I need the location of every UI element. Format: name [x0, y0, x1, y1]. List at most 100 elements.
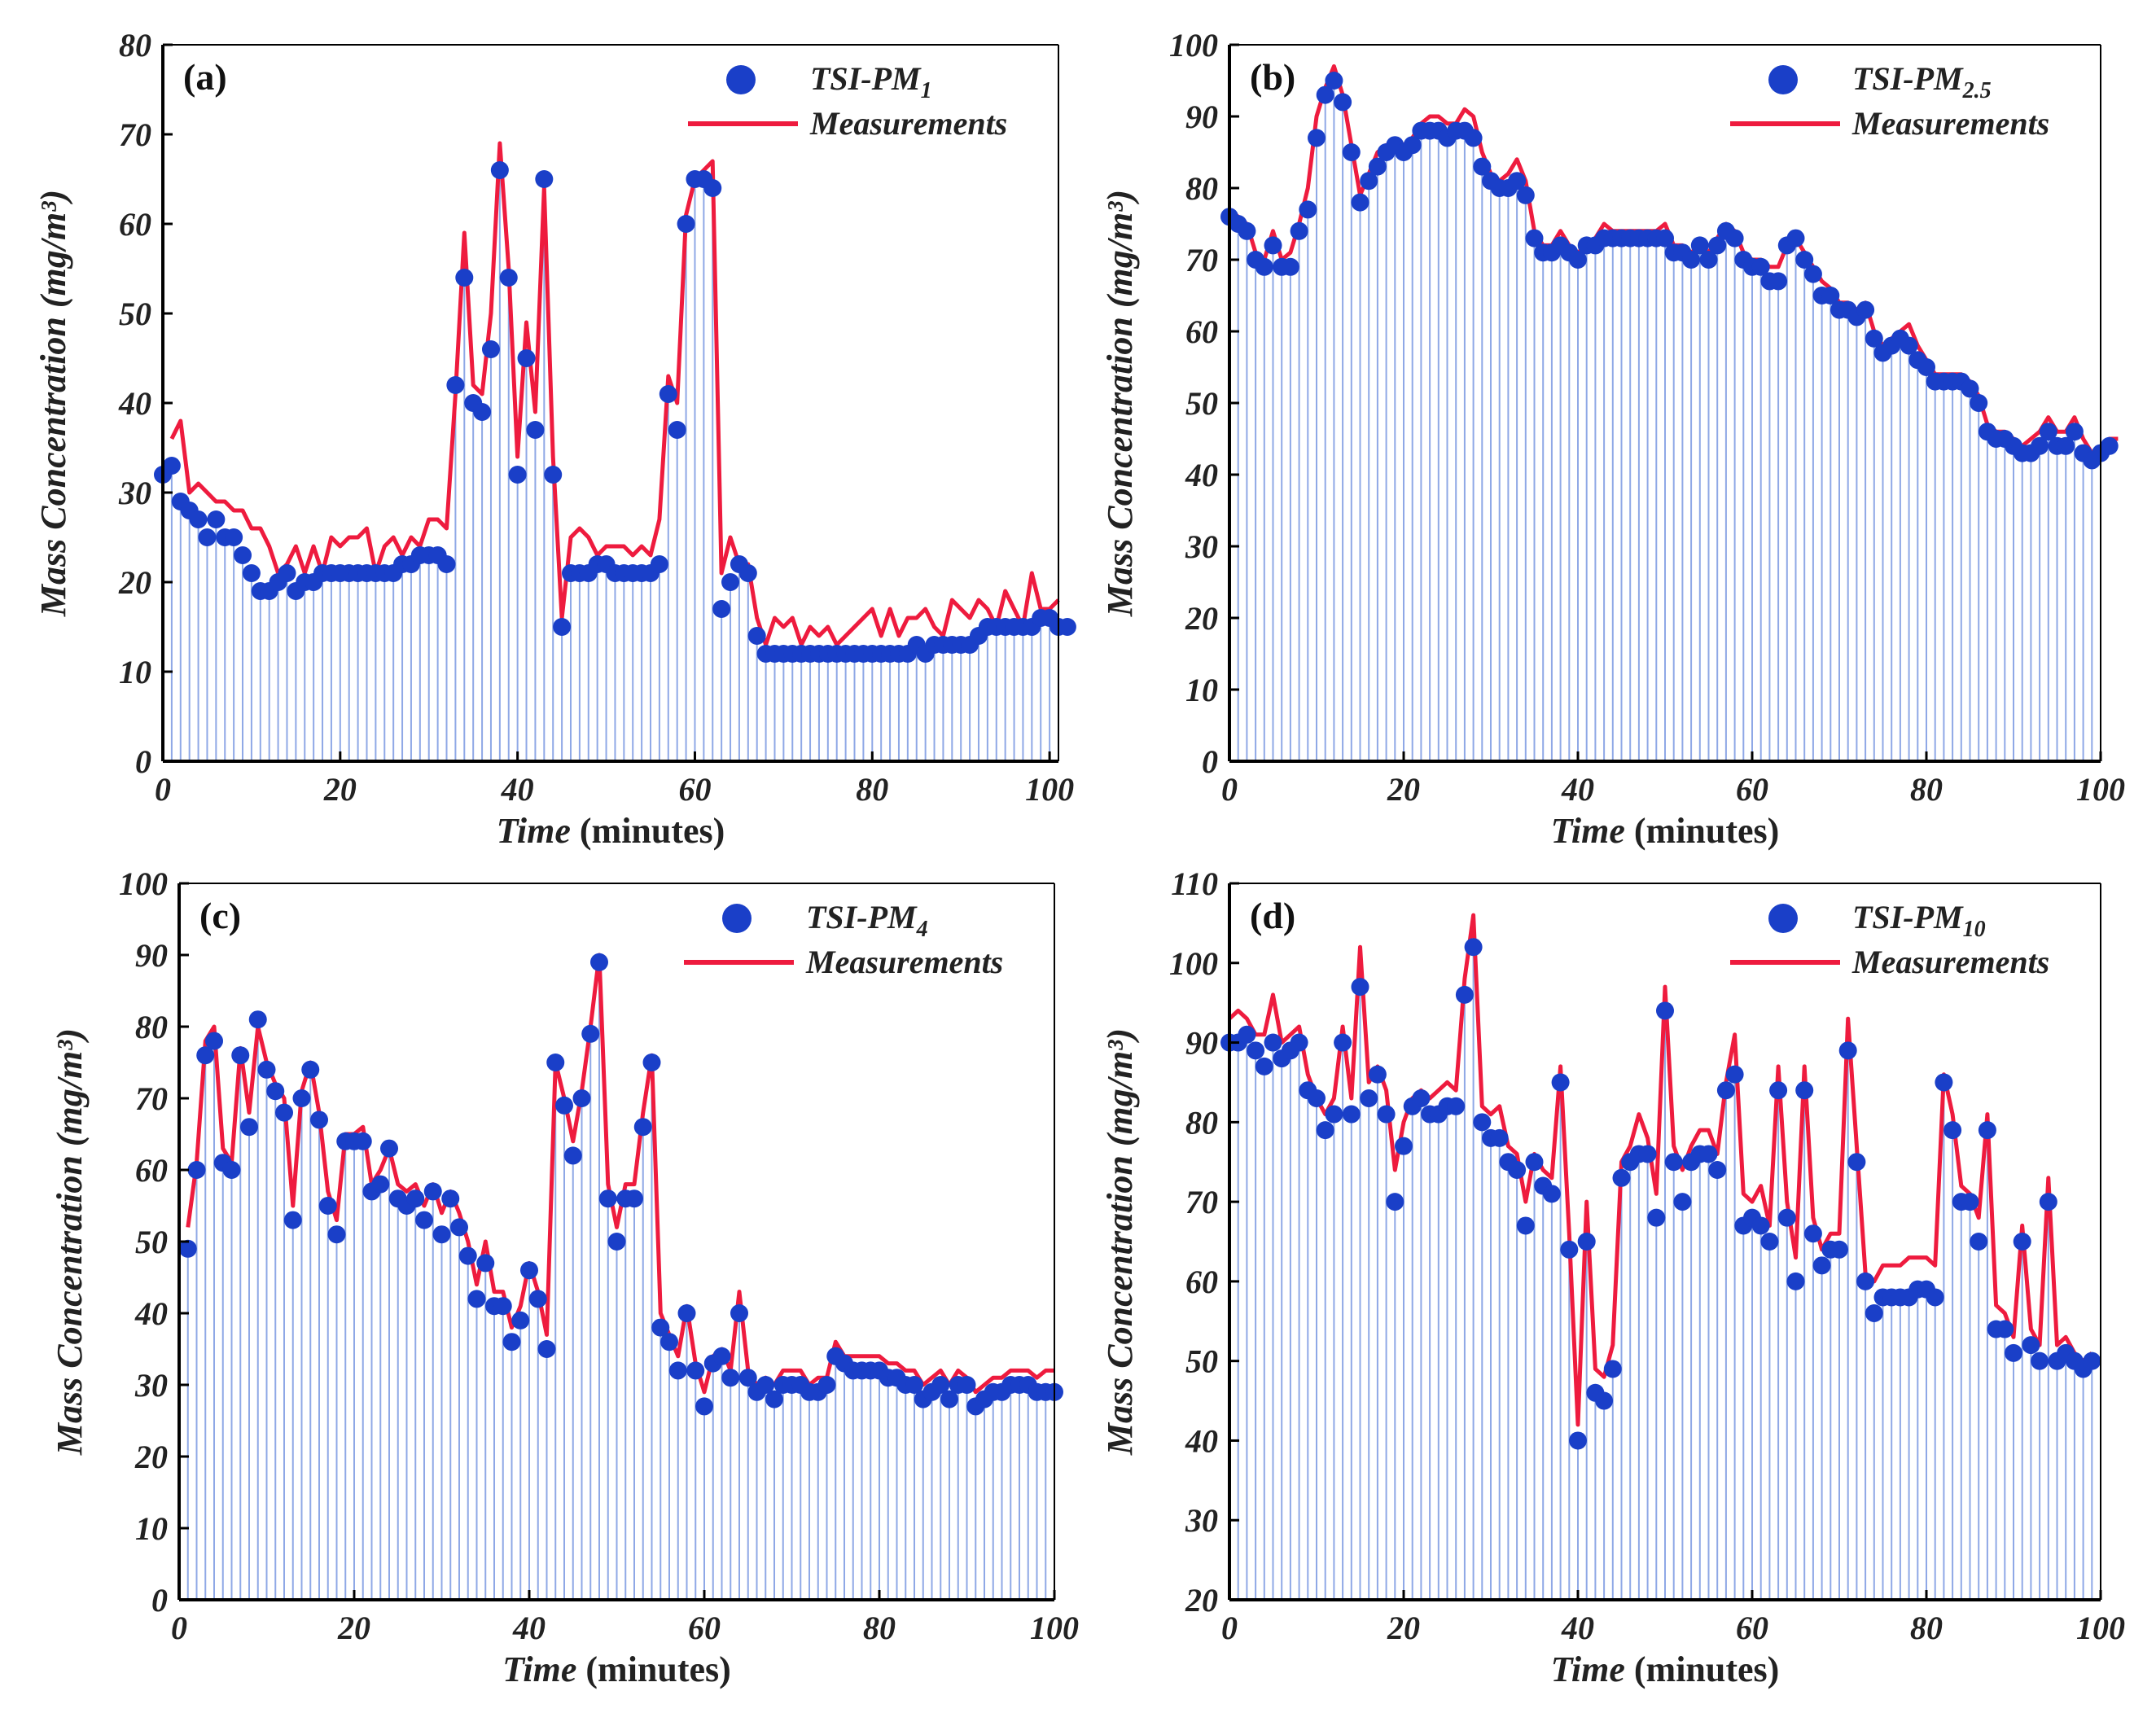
data-point [1577, 1233, 1596, 1251]
y-tick-label: 60 [1185, 1264, 1218, 1300]
data-point [1560, 1240, 1579, 1259]
marker-group [1220, 938, 2101, 1450]
panel-label: (a) [183, 56, 227, 98]
data-point [598, 1189, 617, 1208]
y-tick-label: 70 [119, 116, 151, 153]
data-point [1516, 1216, 1535, 1235]
data-point [1917, 358, 1935, 376]
data-point [423, 1182, 442, 1201]
y-tick-label: 60 [135, 1152, 168, 1189]
data-point [1351, 193, 1369, 212]
data-point [555, 1096, 573, 1115]
legend-entry-tsi: TSI-PM10 [1852, 899, 1986, 942]
x-tick-label: 80 [856, 771, 888, 808]
data-point [1377, 1105, 1396, 1124]
y-axis-label-main: Mass Concentration [50, 1146, 90, 1456]
data-point [1342, 1105, 1361, 1124]
legend-entry-measurements: Measurements [1851, 944, 2049, 980]
data-point [225, 528, 243, 546]
x-tick-label: 100 [2076, 771, 2125, 808]
y-tick-label: 90 [1185, 99, 1218, 135]
y-tick-label: 40 [1185, 1422, 1218, 1459]
x-axis-label-main: Time [1551, 811, 1634, 851]
legend-marker-icon [1768, 65, 1798, 94]
x-axis-label-unit: (minutes) [585, 1649, 730, 1689]
data-point [1708, 236, 1727, 255]
data-point [1830, 1240, 1848, 1259]
data-point [1656, 229, 1674, 248]
x-tick-label: 100 [1030, 1610, 1079, 1646]
data-point [1508, 1161, 1527, 1179]
y-tick-label: 20 [134, 1439, 168, 1475]
y-tick-label: 10 [135, 1510, 168, 1547]
data-point [668, 1361, 687, 1380]
data-point [625, 1189, 643, 1208]
y-tick-label: 10 [1185, 672, 1218, 708]
y-axis-label-unit: (mg/m³) [1100, 190, 1140, 308]
y-tick-label: 60 [1185, 313, 1218, 350]
data-point [511, 1311, 530, 1330]
data-point [178, 1239, 197, 1258]
data-point [380, 1139, 398, 1158]
data-point [721, 1369, 740, 1387]
data-point [1386, 1193, 1404, 1211]
data-point [1961, 379, 1979, 398]
legend-entry-tsi: TSI-PM1 [810, 60, 932, 103]
y-tick-label: 80 [1185, 170, 1218, 207]
x-axis-label-unit: (minutes) [580, 811, 725, 851]
data-point [1838, 1041, 1857, 1060]
x-tick-label: 20 [1387, 771, 1420, 808]
data-point [1673, 1193, 1692, 1211]
marker-group [154, 161, 1076, 663]
data-point [1464, 938, 1483, 957]
data-point [1290, 221, 1308, 240]
data-point [406, 1189, 425, 1208]
data-point [2031, 1351, 2049, 1370]
data-point [2039, 423, 2057, 441]
data-point [721, 573, 740, 591]
data-point [1751, 1216, 1770, 1235]
data-point [2100, 436, 2119, 455]
x-tick-label: 80 [1910, 1610, 1943, 1646]
panel-label: (c) [199, 895, 241, 936]
chart-panel-3: 0 10 20 30 40 50 60 70 80 90 100 0 20 40 60 80 100 Time (… [50, 865, 1079, 1689]
data-point [1803, 1224, 1822, 1243]
data-point [2005, 1343, 2022, 1362]
data-point [535, 170, 554, 188]
data-point [283, 1211, 302, 1229]
y-tick-label: 40 [134, 1295, 168, 1332]
legend-series-base: TSI-PM [806, 899, 918, 935]
data-point [1255, 257, 1273, 276]
data-point [1395, 1137, 1413, 1155]
data-point [1682, 251, 1701, 269]
y-tick-label: 50 [135, 1224, 168, 1260]
data-point [1760, 1233, 1779, 1251]
data-point [1786, 1272, 1805, 1290]
legend-series-sub: 4 [916, 917, 928, 942]
data-point [1325, 1105, 1343, 1124]
legend-series-sub: 2.5 [1962, 78, 1992, 103]
marker-group [1220, 72, 2119, 470]
data-point [1603, 1360, 1622, 1378]
chart-panel-2: 0 10 20 30 40 50 60 70 80 90 100 0 20 40 60 80 100 Time (… [1100, 27, 2125, 851]
data-point [257, 1060, 276, 1079]
data-point [481, 340, 500, 358]
legend-series-base: TSI-PM [810, 60, 922, 97]
y-tick-label: 70 [1185, 1184, 1218, 1220]
data-point [1970, 394, 1988, 412]
measurement-line [169, 141, 1060, 647]
data-point [473, 403, 492, 421]
legend-entry-measurements: Measurements [809, 105, 1007, 142]
y-tick-label: 100 [119, 865, 168, 902]
data-point [196, 1046, 215, 1065]
data-point [189, 510, 208, 528]
data-point [1308, 1089, 1326, 1107]
y-axis-label-unit: (mg/m³) [33, 190, 73, 308]
data-point [2039, 1193, 2057, 1211]
y-tick-label: 50 [1185, 385, 1218, 422]
data-point [650, 555, 668, 573]
data-point [905, 1376, 923, 1394]
data-point [2083, 1351, 2101, 1370]
y-axis-label: Mass Concentration (mg/m³) [1100, 190, 1140, 617]
x-tick-label: 0 [1221, 771, 1238, 808]
